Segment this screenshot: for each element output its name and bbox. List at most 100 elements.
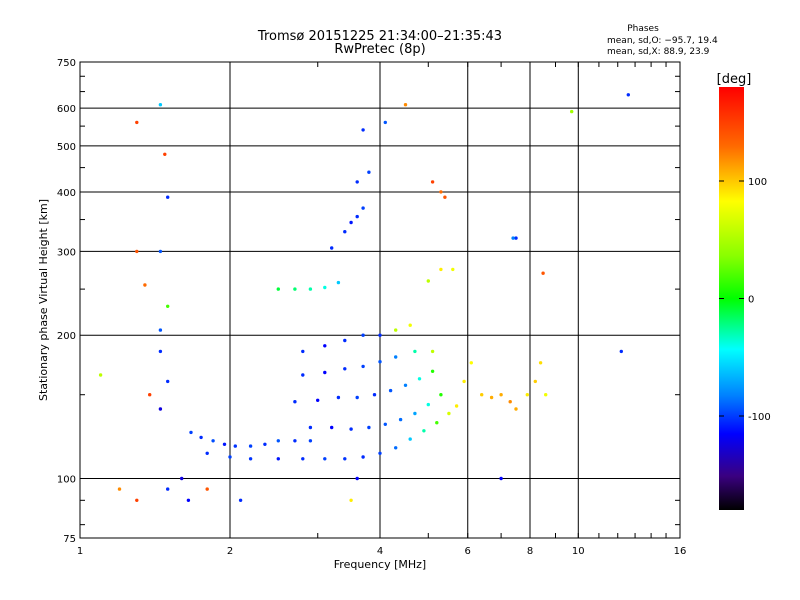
data-point xyxy=(367,425,371,430)
y-tick-label: 100 xyxy=(57,475,76,486)
data-point xyxy=(454,404,459,408)
colorbar-ticks: 100 0 -100 xyxy=(719,177,771,423)
data-point xyxy=(117,487,122,491)
data-point xyxy=(143,283,147,287)
stats-box: Phases mean, sd,O: −95.7, 19.4 mean, sd,… xyxy=(607,24,718,57)
data-point xyxy=(451,267,455,272)
data-point xyxy=(222,442,227,446)
x-tick-label: 2 xyxy=(227,546,233,557)
y-tick-label: 75 xyxy=(63,534,76,545)
data-point xyxy=(378,451,382,455)
chart-header: Tromsø 20151225 21:34:00–21:35:43 RwPret… xyxy=(257,29,502,57)
y-tick-label: 300 xyxy=(57,247,76,258)
data-point xyxy=(135,249,139,254)
data-point xyxy=(205,451,209,455)
data-point xyxy=(355,214,359,219)
data-point xyxy=(403,383,408,387)
data-point xyxy=(166,487,170,491)
data-point xyxy=(166,379,170,384)
x-tick-label: 8 xyxy=(527,546,533,557)
plot-points xyxy=(98,93,630,502)
data-point xyxy=(135,120,139,125)
data-point xyxy=(323,457,327,461)
y-tick-label: 200 xyxy=(57,331,76,342)
data-point xyxy=(443,195,447,199)
data-point xyxy=(514,407,518,411)
data-point xyxy=(343,338,347,343)
x-axis-label: Frequency [MHz] xyxy=(334,558,426,571)
data-point xyxy=(533,379,537,384)
data-point xyxy=(158,407,163,411)
data-point xyxy=(301,457,305,461)
y-axis-label: Stationary phase Virtual Height [km] xyxy=(37,199,50,401)
data-point xyxy=(343,367,347,371)
data-point xyxy=(336,395,341,400)
data-point xyxy=(233,444,237,448)
data-point xyxy=(158,249,163,254)
data-point xyxy=(330,246,334,250)
data-point xyxy=(355,476,359,481)
data-point xyxy=(541,271,545,275)
data-point xyxy=(394,328,398,332)
data-point xyxy=(394,355,398,359)
x-axis: 1 2 4 6 8 10 16 xyxy=(77,62,686,557)
data-point xyxy=(430,369,435,373)
data-point xyxy=(378,333,382,337)
colorbar-tick-label: 100 xyxy=(748,177,767,188)
data-point xyxy=(308,439,313,443)
data-point xyxy=(276,457,280,461)
data-point xyxy=(435,421,439,425)
x-tick-label: 4 xyxy=(377,546,383,557)
data-point xyxy=(462,379,466,384)
chart-subtitle: RwPretec (8p) xyxy=(334,42,425,57)
x-tick-label: 6 xyxy=(465,546,471,557)
data-point xyxy=(398,417,403,422)
data-point xyxy=(276,439,280,443)
data-point xyxy=(417,377,422,381)
data-point xyxy=(361,333,365,337)
data-point xyxy=(248,444,253,448)
data-point xyxy=(158,328,163,332)
data-point xyxy=(293,439,297,443)
data-point xyxy=(422,429,426,433)
data-point xyxy=(499,476,503,481)
data-point xyxy=(189,430,193,435)
data-point xyxy=(413,411,417,416)
data-point xyxy=(469,361,473,365)
plot-grid xyxy=(80,62,680,538)
data-point xyxy=(619,349,623,354)
data-point xyxy=(403,103,408,107)
colorbar-tick-label: -100 xyxy=(748,412,771,423)
data-point xyxy=(538,361,543,365)
data-point xyxy=(308,425,313,430)
data-point xyxy=(349,220,353,225)
colorbar-label: [deg] xyxy=(717,72,752,87)
data-point xyxy=(330,425,334,430)
data-point xyxy=(336,280,341,285)
data-point xyxy=(413,349,417,354)
data-point xyxy=(163,152,167,156)
data-point xyxy=(447,411,451,416)
y-tick-label: 600 xyxy=(57,104,76,115)
stats-o-mode: mean, sd,O: −95.7, 19.4 xyxy=(607,36,718,46)
data-point xyxy=(544,393,548,397)
data-point xyxy=(293,287,297,291)
data-point xyxy=(570,109,574,114)
data-point xyxy=(508,400,512,404)
data-point xyxy=(323,285,327,290)
y-tick-label: 500 xyxy=(57,142,76,153)
data-point xyxy=(514,236,518,240)
data-point xyxy=(158,349,163,354)
data-point xyxy=(430,349,435,354)
data-point xyxy=(367,170,371,174)
data-point xyxy=(98,373,103,377)
data-point xyxy=(430,180,435,184)
data-point xyxy=(361,364,365,369)
data-point xyxy=(355,395,359,400)
data-point xyxy=(228,455,232,459)
data-point xyxy=(378,360,382,364)
data-point xyxy=(372,393,377,397)
data-point xyxy=(248,457,253,461)
data-point xyxy=(426,402,430,407)
stats-heading: Phases xyxy=(627,24,659,34)
